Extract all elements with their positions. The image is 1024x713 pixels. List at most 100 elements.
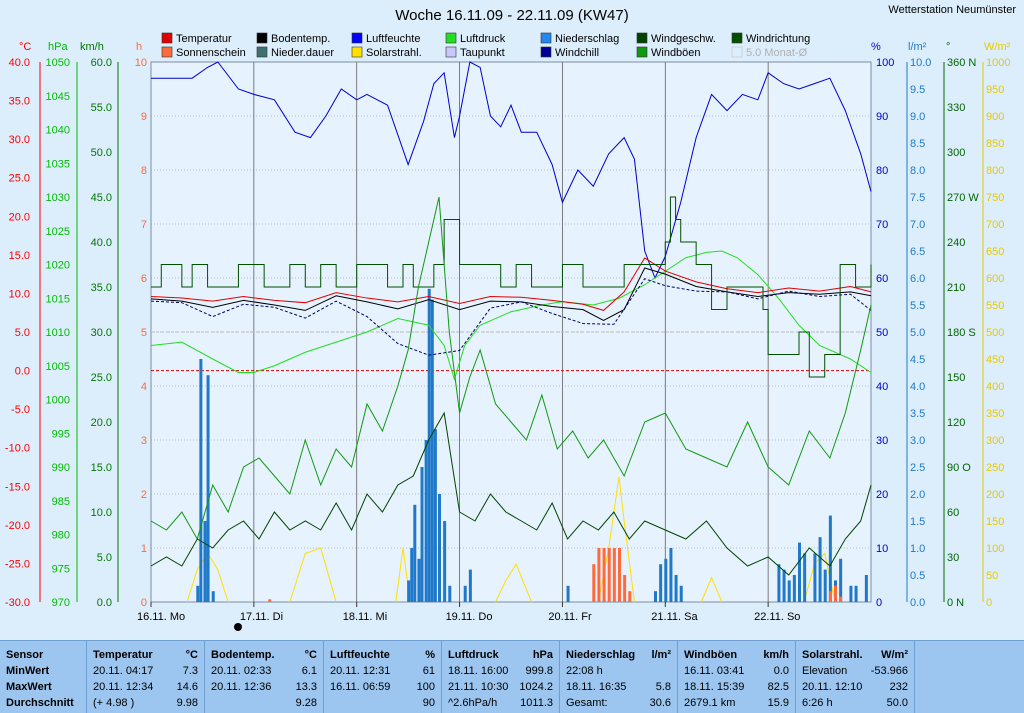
axis-tick-label: 1005 xyxy=(46,361,70,373)
axis-unit-label: h xyxy=(136,41,142,53)
legend-label: Temperatur xyxy=(176,33,232,45)
legend-swatch xyxy=(540,32,552,44)
axis-tick-label: 1010 xyxy=(46,327,70,339)
stats-header: Solarstrahl. xyxy=(802,649,863,661)
series-line-luftfeuchte xyxy=(151,61,872,280)
axis-tick-label: 650 xyxy=(986,246,1004,258)
axis-tick-label: 0.5 xyxy=(910,570,925,582)
bar-niederschlag xyxy=(787,580,791,602)
axis-tick-label: -15.0 xyxy=(5,481,30,493)
bar-sonnenschein xyxy=(592,564,596,602)
axis-tick-label: 300 xyxy=(947,147,965,159)
stats-cell-label: 20.11. 12:10 xyxy=(802,681,863,693)
stats-cell-label: Elevation xyxy=(802,665,848,677)
legend-label: Windrichtung xyxy=(746,33,810,45)
axis-tick-label: 800 xyxy=(986,165,1004,177)
legend-label: Windgeschw. xyxy=(651,33,716,45)
stats-cell-label: 21.11. 10:30 xyxy=(448,681,509,693)
series-line-taupunkt xyxy=(150,278,872,356)
axis-tick-label: 0 xyxy=(141,597,147,609)
axis-unit-label: l/m² xyxy=(908,41,927,53)
axis-tick-label: 20.0 xyxy=(91,417,112,429)
stats-cell-value: 13.3 xyxy=(295,681,317,693)
axis-tick-label: 60.0 xyxy=(91,57,112,69)
bar-niederschlag xyxy=(674,575,678,602)
axis-tick-label: 25.0 xyxy=(9,173,30,185)
axis-unit-label: W/m² xyxy=(984,41,1011,53)
axis-tick-label: 60 xyxy=(876,273,888,285)
axis-tick-label: 6.5 xyxy=(910,246,925,258)
bar-niederschlag xyxy=(463,585,467,602)
axis-tick-label: 50.0 xyxy=(91,147,112,159)
bar-niederschlag xyxy=(407,580,411,602)
axis-tick-label: 50 xyxy=(876,327,888,339)
axis-tick-label: 15.0 xyxy=(91,462,112,474)
legend-swatch xyxy=(445,32,457,44)
bar-sonnenschein xyxy=(597,548,601,602)
legend-swatch xyxy=(540,46,552,58)
axis-tick-label: 35.0 xyxy=(91,282,112,294)
axis-tick-label: 600 xyxy=(986,273,1004,285)
bar-niederschlag xyxy=(211,591,215,602)
stats-cell-value: 82.5 xyxy=(767,681,789,693)
axis-tick-label: 450 xyxy=(986,354,1004,366)
bar-niederschlag xyxy=(438,494,441,602)
bar-niederschlag xyxy=(443,521,447,602)
bar-niederschlag xyxy=(417,558,421,602)
series-line-windgeschw xyxy=(150,411,872,576)
legend-swatch xyxy=(731,32,743,44)
legend-swatch xyxy=(731,46,743,58)
axis-tick-label: 1000 xyxy=(986,57,1010,69)
axis-tick-label: 35.0 xyxy=(9,96,30,108)
axis-tick-label: 5.0 xyxy=(15,327,30,339)
stats-cell-value: 0.0 xyxy=(773,665,789,677)
axis-tick-label: 0 N xyxy=(947,597,964,609)
axis-tick-label: 10.0 xyxy=(910,57,931,69)
axis-tick-label: 970 xyxy=(52,597,70,609)
bar-sonnenschein xyxy=(828,591,832,602)
stats-header: Niederschlag xyxy=(566,649,636,661)
axis-tick-label: 750 xyxy=(986,192,1004,204)
axis-tick-label: 10.0 xyxy=(9,288,30,300)
legend-label: Sonnenschein xyxy=(176,47,246,59)
series-line-temperatur xyxy=(150,257,872,311)
bar-niederschlag xyxy=(864,575,868,602)
bar-sonnenschein xyxy=(268,599,272,602)
bar-niederschlag xyxy=(206,375,210,602)
legend-label: Nieder.dauer xyxy=(271,47,334,59)
axis-tick-label: 0.0 xyxy=(910,597,925,609)
series-line-bodentemp xyxy=(150,267,872,321)
axis-tick-label: 200 xyxy=(986,489,1004,501)
axis-tick-label: 100 xyxy=(876,57,894,69)
bar-niederschlag xyxy=(792,575,796,602)
axis-tick-label: 5.0 xyxy=(910,327,925,339)
stats-cell-label: 20.11. 12:36 xyxy=(211,681,272,693)
stats-cell-value: 61 xyxy=(422,665,435,677)
axis-tick-label: 250 xyxy=(986,462,1004,474)
stats-cell-value: -53.966 xyxy=(870,665,908,677)
axis-tick-label: 0.0 xyxy=(15,366,30,378)
axis-tick-label: 20.0 xyxy=(9,211,30,223)
axis-tick-label: 40.0 xyxy=(91,237,112,249)
legend-swatch xyxy=(161,46,173,58)
stats-cell-value: 7.3 xyxy=(182,665,198,677)
bar-sonnenschein xyxy=(834,585,837,602)
axis-tick-label: 975 xyxy=(52,563,70,575)
weather-chart: 16.11. Mo 17.11. Di 18.11. Mi 19.11. Do 20.1… xyxy=(0,0,1024,640)
axis-tick-label: 50 xyxy=(986,570,998,582)
axis-tick-label: 100 xyxy=(986,543,1004,555)
axis-tick-label: 9 xyxy=(141,111,147,123)
axis-tick-label: 700 xyxy=(986,219,1004,231)
axis-tick-label: 1035 xyxy=(46,158,70,170)
legend-label: Solarstrahl. xyxy=(366,47,422,59)
axis-tick-label: 900 xyxy=(986,111,1004,123)
axis-tick-label: 1025 xyxy=(46,226,70,238)
stats-cell-label: 20.11. 02:33 xyxy=(211,665,272,677)
stats-col-sensor: Sensor MinWert MaxWert Durchschnitt xyxy=(0,641,87,713)
stats-unit: l/m² xyxy=(651,649,671,661)
legend-swatch xyxy=(256,46,268,58)
stats-table: Sensor MinWert MaxWert Durchschnitt Temp… xyxy=(0,640,1024,713)
axis-tick-label: 8.5 xyxy=(910,138,925,150)
axis-unit-label: ° xyxy=(946,41,950,53)
stats-col-windboeen: Windböen km/h 16.11. 03:41 0.0 18.11. 15:39 8… xyxy=(678,641,796,713)
